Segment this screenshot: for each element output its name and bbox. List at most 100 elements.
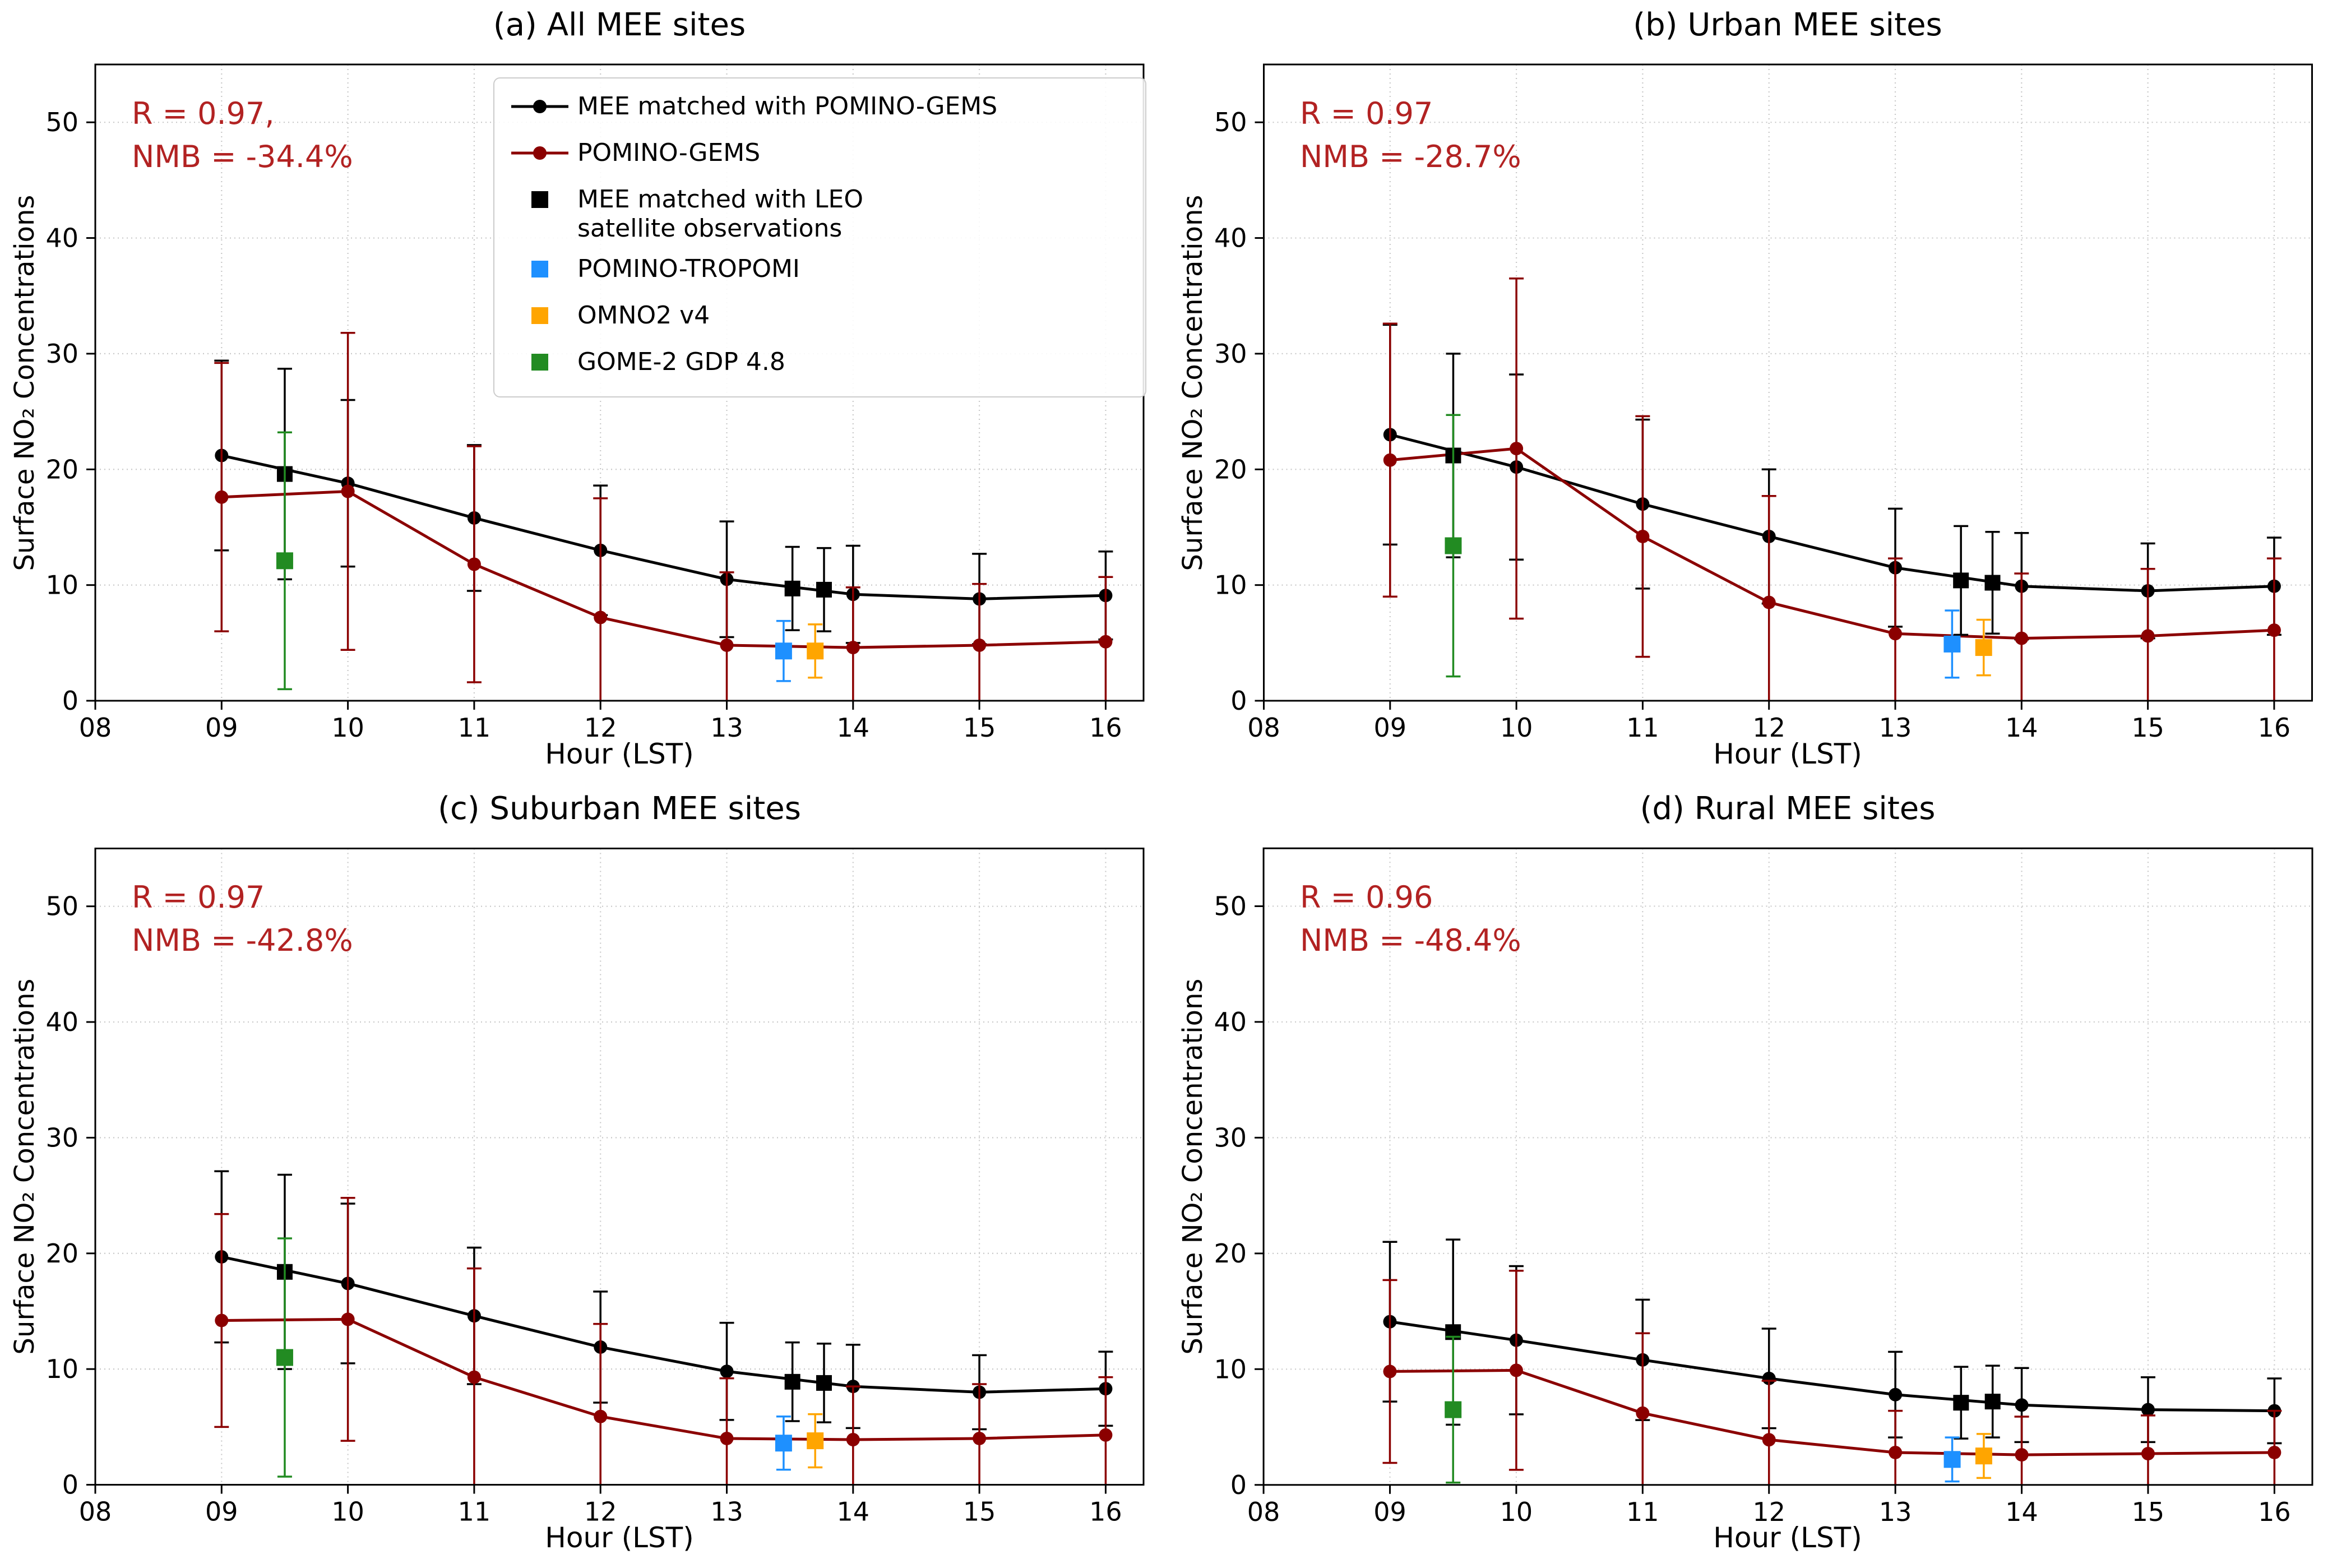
marker-square bbox=[1943, 635, 1961, 653]
svg-text:11: 11 bbox=[458, 713, 491, 743]
marker-circle bbox=[467, 1370, 481, 1384]
marker-circle bbox=[1510, 442, 1524, 456]
panel-d-title: (d) Rural MEE sites bbox=[1640, 790, 1936, 827]
svg-text:50: 50 bbox=[1214, 891, 1247, 921]
marker-circle bbox=[973, 638, 987, 652]
svg-text:15: 15 bbox=[2131, 713, 2164, 743]
svg-text:13: 13 bbox=[1879, 1497, 1912, 1527]
svg-text:16: 16 bbox=[1089, 713, 1122, 743]
svg-text:0: 0 bbox=[62, 1470, 78, 1500]
svg-text:40: 40 bbox=[1214, 1007, 1247, 1037]
panel-d-x-axis-label: Hour (LST) bbox=[1713, 1521, 1862, 1554]
panel-d-nmb-value: NMB = -48.4% bbox=[1300, 922, 1521, 958]
marker-square bbox=[784, 580, 800, 596]
series-pomino-gems bbox=[214, 1196, 1113, 1485]
svg-text:10: 10 bbox=[331, 713, 364, 743]
svg-text:16: 16 bbox=[2258, 1497, 2291, 1527]
legend-item: MEE matched with LEO satellite observatio… bbox=[509, 185, 1131, 243]
legend-item: POMINO-TROPOMI bbox=[509, 255, 1131, 290]
svg-text:0: 0 bbox=[1230, 686, 1247, 716]
axes-box bbox=[94, 848, 1145, 1486]
svg-text:12: 12 bbox=[584, 713, 617, 743]
marker-circle bbox=[215, 1313, 229, 1328]
panel-d-plot: 08 09 10 11 12 13 14 15 16 0 10 20 30 40 50 bbox=[1214, 847, 2313, 1527]
svg-text:13: 13 bbox=[710, 1497, 743, 1527]
marker-circle bbox=[2141, 1403, 2155, 1417]
svg-text:10: 10 bbox=[1500, 713, 1533, 743]
marker-square bbox=[775, 1435, 792, 1452]
panel-a-stats-annotation: R = 0.97, NMB = -34.4% bbox=[132, 92, 353, 178]
marker-circle bbox=[1762, 1433, 1776, 1447]
svg-text:08: 08 bbox=[1247, 713, 1280, 743]
series-pomino-tropomi bbox=[775, 1415, 792, 1471]
panel-b-x-axis-label: Hour (LST) bbox=[1713, 738, 1862, 770]
svg-text:11: 11 bbox=[1626, 713, 1659, 743]
svg-text:08: 08 bbox=[79, 713, 112, 743]
panel-b: 08 09 10 11 12 13 14 15 16 0 10 20 30 40 50 (b) Urban … bbox=[1168, 0, 2337, 784]
data-layer bbox=[1382, 277, 2282, 701]
series-omno2-v4 bbox=[807, 1413, 824, 1469]
legend-marker-icon bbox=[509, 138, 571, 174]
marker-circle bbox=[467, 557, 481, 571]
marker-circle bbox=[1636, 1406, 1650, 1420]
marker-square bbox=[1984, 575, 2001, 591]
marker-square bbox=[1445, 1401, 1462, 1418]
legend-item: GOME-2 GDP 4.8 bbox=[509, 348, 1131, 383]
svg-text:40: 40 bbox=[45, 223, 78, 253]
series-pomino-gems bbox=[214, 332, 1113, 701]
series-gome-2-gdp-4-8 bbox=[1445, 414, 1462, 678]
svg-text:08: 08 bbox=[1247, 1497, 1280, 1527]
panel-c-r-value: R = 0.97 bbox=[132, 880, 265, 915]
svg-text:50: 50 bbox=[45, 891, 78, 922]
marker-circle bbox=[2015, 1448, 2029, 1462]
series-pomino-tropomi bbox=[1943, 609, 1961, 679]
series-mee-matched-with-pomino-gems bbox=[214, 359, 1113, 645]
marker-square bbox=[807, 1432, 824, 1450]
tick-labels: 08 09 10 11 12 13 14 15 16 0 10 20 30 40 50 bbox=[1214, 107, 2290, 743]
legend-label: MEE matched with LEO satellite observatio… bbox=[577, 185, 863, 243]
series-mee-matched-with-pomino-gems bbox=[1382, 323, 2282, 641]
marker-square bbox=[1445, 537, 1462, 554]
axes-box bbox=[1263, 63, 2313, 702]
legend-marker-icon bbox=[509, 301, 571, 336]
series-omno2-v4 bbox=[1975, 1433, 1992, 1479]
svg-text:20: 20 bbox=[45, 1238, 78, 1269]
panel-c-nmb-value: NMB = -42.8% bbox=[132, 922, 353, 958]
marker-circle bbox=[2141, 1447, 2155, 1461]
svg-text:13: 13 bbox=[710, 713, 743, 743]
series-mee-matched-with-leo-satellite-observations bbox=[276, 1173, 832, 1423]
panel-b-y-axis-label: Surface NO₂ Concentrations bbox=[1177, 195, 1209, 571]
marker-circle bbox=[1762, 1371, 1776, 1385]
panel-d: 08 09 10 11 12 13 14 15 16 0 10 20 30 40 50 (d) Rural … bbox=[1168, 784, 2337, 1568]
panel-a-x-axis-label: Hour (LST) bbox=[545, 738, 694, 770]
panel-c-plot: 08 09 10 11 12 13 14 15 16 0 10 20 30 40 50 bbox=[45, 848, 1145, 1527]
svg-text:10: 10 bbox=[45, 570, 78, 600]
legend-marker-icon bbox=[509, 255, 571, 290]
svg-text:50: 50 bbox=[45, 107, 78, 137]
panel-b-plot: 08 09 10 11 12 13 14 15 16 0 10 20 30 40 50 bbox=[1214, 63, 2313, 743]
data-layer bbox=[214, 1170, 1113, 1485]
marker-square bbox=[816, 581, 832, 598]
marker-square bbox=[816, 1375, 832, 1391]
panel-c-title: (c) Suburban MEE sites bbox=[438, 790, 801, 827]
svg-text:40: 40 bbox=[1214, 223, 1247, 253]
marker-circle bbox=[215, 490, 229, 504]
svg-text:20: 20 bbox=[45, 454, 78, 484]
svg-text:10: 10 bbox=[45, 1354, 78, 1384]
marker-square bbox=[1953, 1395, 1969, 1411]
svg-text:15: 15 bbox=[2132, 1497, 2165, 1527]
svg-text:14: 14 bbox=[837, 713, 870, 743]
legend-item: OMNO2 v4 bbox=[509, 301, 1131, 336]
marker-circle bbox=[2267, 623, 2281, 637]
marker-square bbox=[1975, 1447, 1992, 1465]
marker-circle bbox=[720, 638, 734, 652]
svg-text:30: 30 bbox=[45, 339, 78, 369]
marker-circle bbox=[1889, 1387, 1903, 1402]
legend-label: GOME-2 GDP 4.8 bbox=[577, 347, 785, 376]
legend-marker-icon bbox=[509, 185, 571, 220]
series-mee-matched-with-pomino-gems bbox=[1382, 1241, 2282, 1445]
svg-text:16: 16 bbox=[1089, 1497, 1122, 1527]
panel-a-plot: 08 09 10 11 12 13 14 15 16 0 10 20 30 40 50 bbox=[45, 63, 1145, 743]
panel-d-r-value: R = 0.96 bbox=[1300, 880, 1433, 915]
svg-text:10: 10 bbox=[1214, 1354, 1247, 1384]
